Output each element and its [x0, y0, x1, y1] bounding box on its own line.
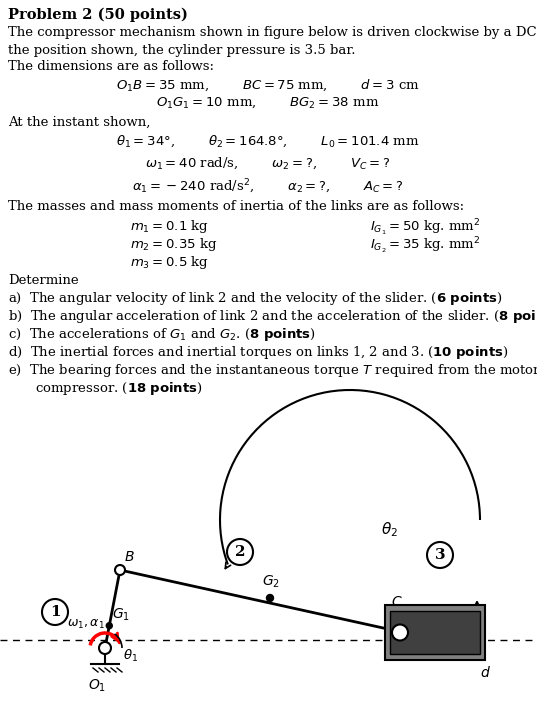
Text: $O_1$: $O_1$: [88, 678, 106, 694]
Text: $d$: $d$: [480, 665, 491, 680]
Text: $m_2 = 0.35$ kg: $m_2 = 0.35$ kg: [130, 236, 217, 253]
Text: $\theta_1$: $\theta_1$: [123, 648, 138, 664]
Text: b)  The angular acceleration of link 2 and the acceleration of the slider. ($\ma: b) The angular acceleration of link 2 an…: [8, 308, 537, 325]
Text: a)  The angular velocity of link 2 and the velocity of the slider. ($\mathbf{6\ : a) The angular velocity of link 2 and th…: [8, 290, 503, 307]
Circle shape: [427, 542, 453, 568]
Text: e)  The bearing forces and the instantaneous torque $T$ required from the motor : e) The bearing forces and the instantane…: [8, 362, 537, 379]
Text: $B$: $B$: [124, 550, 135, 564]
Circle shape: [266, 595, 273, 602]
Text: 3: 3: [434, 548, 445, 562]
Text: At the instant shown,: At the instant shown,: [8, 116, 150, 129]
Text: $G_1$: $G_1$: [112, 606, 130, 623]
Text: compressor. ($\mathbf{18\ points}$): compressor. ($\mathbf{18\ points}$): [35, 380, 203, 397]
Text: Determine: Determine: [8, 274, 78, 287]
Text: $p$: $p$: [452, 630, 462, 646]
Circle shape: [227, 539, 253, 565]
Text: 1: 1: [50, 605, 60, 619]
Text: $I_{G_2} = 35$ kg. mm$^2$: $I_{G_2} = 35$ kg. mm$^2$: [370, 236, 480, 256]
Circle shape: [392, 625, 408, 640]
Text: The compressor mechanism shown in figure below is driven clockwise by a DC elect: The compressor mechanism shown in figure…: [8, 26, 537, 57]
Text: The masses and mass moments of inertia of the links are as follows:: The masses and mass moments of inertia o…: [8, 200, 464, 213]
Text: $m_3 = 0.5$ kg: $m_3 = 0.5$ kg: [130, 254, 209, 271]
Text: $I_{G_1} = 50$ kg. mm$^2$: $I_{G_1} = 50$ kg. mm$^2$: [370, 218, 480, 238]
Circle shape: [115, 565, 125, 575]
Text: c)  The accelerations of $G_1$ and $G_2$. ($\mathbf{8\ points}$): c) The accelerations of $G_1$ and $G_2$.…: [8, 326, 316, 343]
Text: $\omega_1, \alpha_1$: $\omega_1, \alpha_1$: [67, 617, 105, 630]
Circle shape: [42, 599, 68, 625]
Text: The dimensions are as follows:: The dimensions are as follows:: [8, 60, 214, 73]
Text: $m_1 = 0.1$ kg: $m_1 = 0.1$ kg: [130, 218, 209, 235]
Text: $G_2$: $G_2$: [262, 574, 280, 590]
Bar: [385, 605, 485, 660]
Text: $\alpha_1 = -240$ rad/s$^2$,        $\alpha_2 =?$,        $A_C =?$: $\alpha_1 = -240$ rad/s$^2$, $\alpha_2 =…: [132, 178, 404, 196]
Circle shape: [106, 623, 112, 629]
Circle shape: [99, 642, 111, 654]
Text: $\theta_2$: $\theta_2$: [381, 521, 398, 539]
Text: $\theta_1 = 34°$,        $\theta_2 = 164.8°$,        $L_0 = 101.4$ mm: $\theta_1 = 34°$, $\theta_2 = 164.8°$, $…: [116, 134, 420, 149]
Bar: [390, 611, 480, 654]
Text: $O_1G_1 = 10$ mm,        $BG_2 = 38$ mm: $O_1G_1 = 10$ mm, $BG_2 = 38$ mm: [156, 96, 380, 111]
Text: d)  The inertial forces and inertial torques on links 1, 2 and 3. ($\mathbf{10\ : d) The inertial forces and inertial torq…: [8, 344, 509, 361]
Text: $C$: $C$: [391, 595, 403, 609]
Text: $O_1B = 35$ mm,        $BC = 75$ mm,        $d = 3$ cm: $O_1B = 35$ mm, $BC = 75$ mm, $d = 3$ cm: [116, 78, 420, 93]
Text: $\omega_1 = 40$ rad/s,        $\omega_2 =?$,        $V_C =?$: $\omega_1 = 40$ rad/s, $\omega_2 =?$, $V…: [146, 156, 390, 172]
Text: 2: 2: [235, 545, 245, 559]
Text: Problem 2 (50 points): Problem 2 (50 points): [8, 8, 188, 22]
